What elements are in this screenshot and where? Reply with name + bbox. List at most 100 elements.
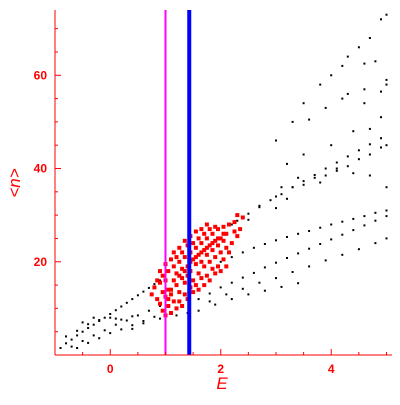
data-point	[385, 215, 388, 218]
data-point	[380, 18, 382, 21]
data-point	[308, 247, 311, 250]
data-point	[247, 212, 250, 215]
data-point	[352, 130, 355, 133]
data-point	[319, 243, 322, 245]
data-point	[153, 315, 156, 318]
vertical-lines-layer	[164, 10, 192, 355]
data-point	[241, 287, 244, 290]
highlighted-point	[182, 280, 187, 285]
highlighted-point	[210, 266, 215, 271]
data-point	[374, 242, 377, 245]
data-point	[385, 78, 388, 81]
data-point	[346, 92, 349, 95]
data-point	[275, 277, 277, 280]
data-point	[385, 144, 388, 147]
data-point	[275, 207, 277, 210]
data-point	[175, 314, 178, 317]
data-point	[280, 285, 283, 288]
highlighted-point	[213, 238, 218, 243]
data-point	[380, 90, 382, 93]
data-point	[330, 144, 333, 147]
data-point	[363, 102, 366, 105]
data-point	[136, 314, 139, 317]
data-point	[136, 294, 139, 297]
highlighted-point	[182, 292, 187, 297]
data-point	[230, 256, 233, 259]
data-point	[263, 243, 266, 245]
data-point	[98, 337, 101, 340]
y-tick-label: 20	[34, 255, 48, 269]
highlighted-point	[149, 292, 154, 297]
data-point	[297, 252, 300, 255]
data-point	[114, 309, 117, 312]
highlighted-point	[169, 311, 173, 315]
highlighted-point	[177, 290, 182, 295]
data-point	[142, 322, 145, 325]
data-point	[236, 219, 239, 222]
highlighted-point	[210, 231, 215, 236]
highlighted-point	[180, 250, 185, 255]
data-point	[109, 316, 112, 319]
data-point	[357, 158, 360, 161]
highlighted-point	[152, 285, 157, 290]
data-point	[208, 292, 211, 295]
highlighted-point	[235, 234, 240, 239]
highlighted-point	[158, 269, 162, 274]
data-point	[363, 88, 366, 91]
highlighted-point	[166, 304, 171, 308]
highlighted-point	[191, 278, 196, 283]
data-point	[324, 259, 327, 262]
data-point	[286, 162, 288, 165]
data-point	[385, 237, 388, 240]
data-point	[363, 215, 366, 218]
highlighted-point	[229, 241, 234, 246]
highlighted-point	[155, 278, 160, 283]
data-point	[92, 316, 95, 319]
data-point	[352, 229, 355, 232]
highlighted-point	[169, 287, 173, 292]
highlighted-point	[202, 283, 207, 288]
highlighted-point	[202, 264, 207, 269]
data-point	[225, 293, 228, 296]
data-point	[341, 220, 344, 223]
data-point	[230, 223, 233, 226]
data-point	[357, 248, 360, 251]
highlighted-point	[216, 236, 220, 241]
highlighted-point	[171, 264, 176, 269]
data-point	[120, 328, 123, 331]
data-point	[380, 146, 382, 149]
highlighted-point	[210, 241, 215, 246]
data-point	[291, 186, 294, 189]
data-point	[109, 313, 112, 315]
data-point	[302, 183, 305, 186]
x-axis-label: E	[216, 374, 228, 393]
highlighted-point	[158, 280, 162, 285]
data-point	[368, 153, 371, 156]
highlighted-point	[199, 227, 204, 232]
data-point	[341, 253, 344, 256]
highlighted-point	[213, 271, 218, 276]
data-point	[302, 180, 305, 183]
data-point	[214, 303, 217, 306]
highlighted-point	[235, 213, 240, 218]
data-point	[81, 340, 84, 342]
data-point	[219, 260, 222, 263]
data-point	[269, 199, 272, 202]
data-point	[324, 174, 327, 177]
highlighted-point	[202, 248, 207, 253]
data-point	[114, 323, 117, 326]
data-point	[280, 193, 283, 196]
data-point	[280, 186, 283, 189]
highlighted-point	[171, 299, 176, 304]
highlighted-point	[160, 273, 165, 278]
data-point	[76, 329, 79, 332]
data-point	[263, 289, 266, 292]
data-point	[252, 246, 255, 249]
data-point	[357, 149, 360, 152]
x-tick-label: 4	[328, 362, 335, 376]
highlighted-point	[193, 262, 198, 267]
data-point	[81, 321, 84, 324]
data-point	[330, 238, 333, 241]
highlighted-point	[213, 224, 218, 229]
data-point	[308, 118, 311, 121]
